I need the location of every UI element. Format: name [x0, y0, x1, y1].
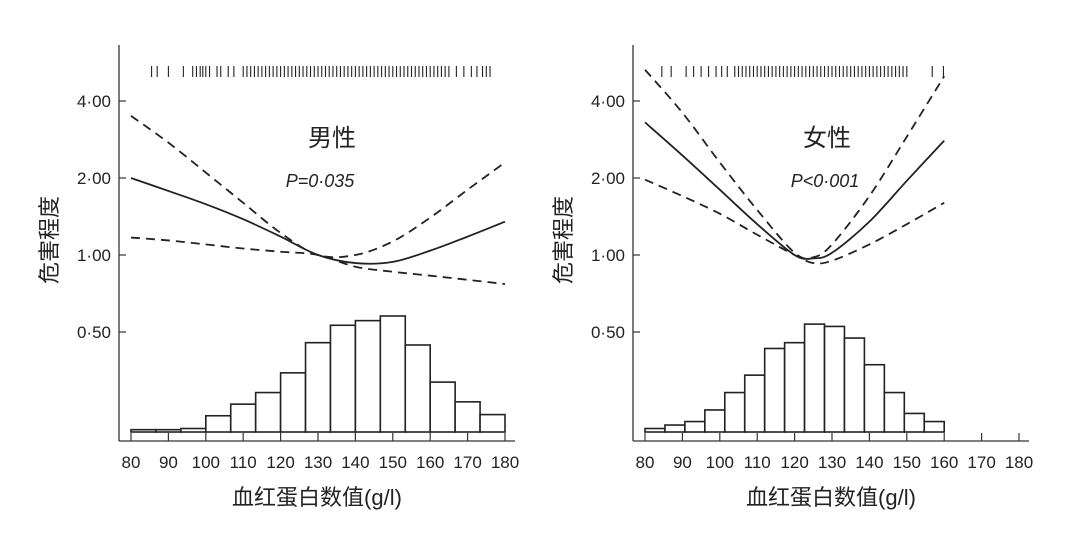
histogram-bar [644, 427, 666, 433]
histogram-bar [684, 420, 706, 433]
p-value-annotation: P<0·001 [791, 171, 860, 191]
histogram-bar [883, 391, 906, 433]
histogram-bar [404, 344, 431, 433]
confidence-bound-line [644, 178, 945, 265]
histogram-bar [130, 428, 157, 433]
histogram-bar [429, 381, 456, 433]
x-tick-label: 180 [1005, 453, 1033, 472]
histogram-bar [803, 323, 826, 433]
y-tick-label: 0·50 [77, 323, 111, 342]
histogram-bar [304, 341, 332, 433]
x-tick-label: 110 [744, 453, 771, 472]
histogram-bar [903, 412, 926, 433]
x-axis-label: 血红蛋白数值(g/l) [232, 485, 402, 510]
x-tick-label: 100 [706, 453, 734, 472]
histogram-bar [354, 319, 382, 433]
x-tick-label: 150 [379, 453, 407, 472]
histogram-bar [180, 427, 207, 433]
x-tick-label: 80 [122, 453, 141, 472]
x-tick-label: 110 [230, 453, 257, 472]
x-tick-label: 120 [266, 453, 294, 472]
histogram-bar [229, 403, 257, 433]
histogram-bar [279, 372, 307, 433]
x-tick-label: 90 [159, 453, 178, 472]
histogram-bar [155, 428, 182, 433]
x-tick-label: 180 [491, 453, 519, 472]
y-axis-label: 危害程度 [37, 196, 62, 284]
x-tick-label: 140 [341, 453, 369, 472]
histogram-bar [664, 424, 686, 433]
confidence-bound-line [130, 236, 506, 285]
panel-title: 男性 [308, 125, 356, 152]
histogram-bar [205, 414, 232, 433]
histogram-bar [454, 401, 481, 433]
y-tick-label: 4·00 [591, 92, 625, 111]
x-tick-label: 130 [818, 453, 846, 472]
y-tick-label: 0·50 [591, 323, 625, 342]
y-tick-label: 2·00 [591, 169, 625, 188]
y-tick-label: 2·00 [77, 169, 111, 188]
x-tick-label: 100 [192, 453, 220, 472]
y-tick-label: 1·00 [77, 246, 111, 265]
histogram-bar [254, 391, 282, 433]
panel-female: 女性 P<0·001 血红蛋白数值(g/l) 危害程度 80 90 100 110 12… [551, 45, 1033, 510]
histogram-bar [479, 413, 506, 433]
panel-male: 男性 P=0·035 血红蛋白数值(g/l) 危害程度 80 90 100 110 12… [37, 45, 519, 510]
y-tick-label: 1·00 [591, 246, 625, 265]
histogram-bar [863, 363, 886, 433]
y-tick-label: 4·00 [77, 92, 111, 111]
histogram-bar [923, 420, 946, 433]
histogram-bar [723, 391, 746, 433]
y-axis-label: 危害程度 [551, 196, 576, 284]
x-tick-label: 130 [304, 453, 332, 472]
histogram-bar [329, 324, 357, 433]
histogram-bar [823, 325, 846, 433]
histogram-bar [379, 315, 407, 433]
histogram-bar [763, 347, 786, 433]
x-tick-label: 160 [416, 453, 444, 472]
x-tick-label: 170 [967, 453, 995, 472]
x-tick-label: 160 [930, 453, 958, 472]
histogram-bar [704, 409, 726, 433]
x-tick-label: 170 [453, 453, 481, 472]
x-tick-label: 150 [893, 453, 921, 472]
x-tick-label: 140 [855, 453, 883, 472]
x-tick-label: 80 [636, 453, 655, 472]
x-axis-label: 血红蛋白数值(g/l) [746, 485, 916, 510]
p-value-annotation: P=0·035 [286, 171, 356, 191]
histogram-bar [743, 374, 766, 433]
confidence-bound-line [644, 69, 945, 260]
x-tick-label: 90 [673, 453, 692, 472]
panel-title: 女性 [803, 125, 851, 152]
histogram-bar [843, 337, 866, 433]
histogram-bar [783, 341, 806, 433]
x-tick-label: 120 [780, 453, 808, 472]
